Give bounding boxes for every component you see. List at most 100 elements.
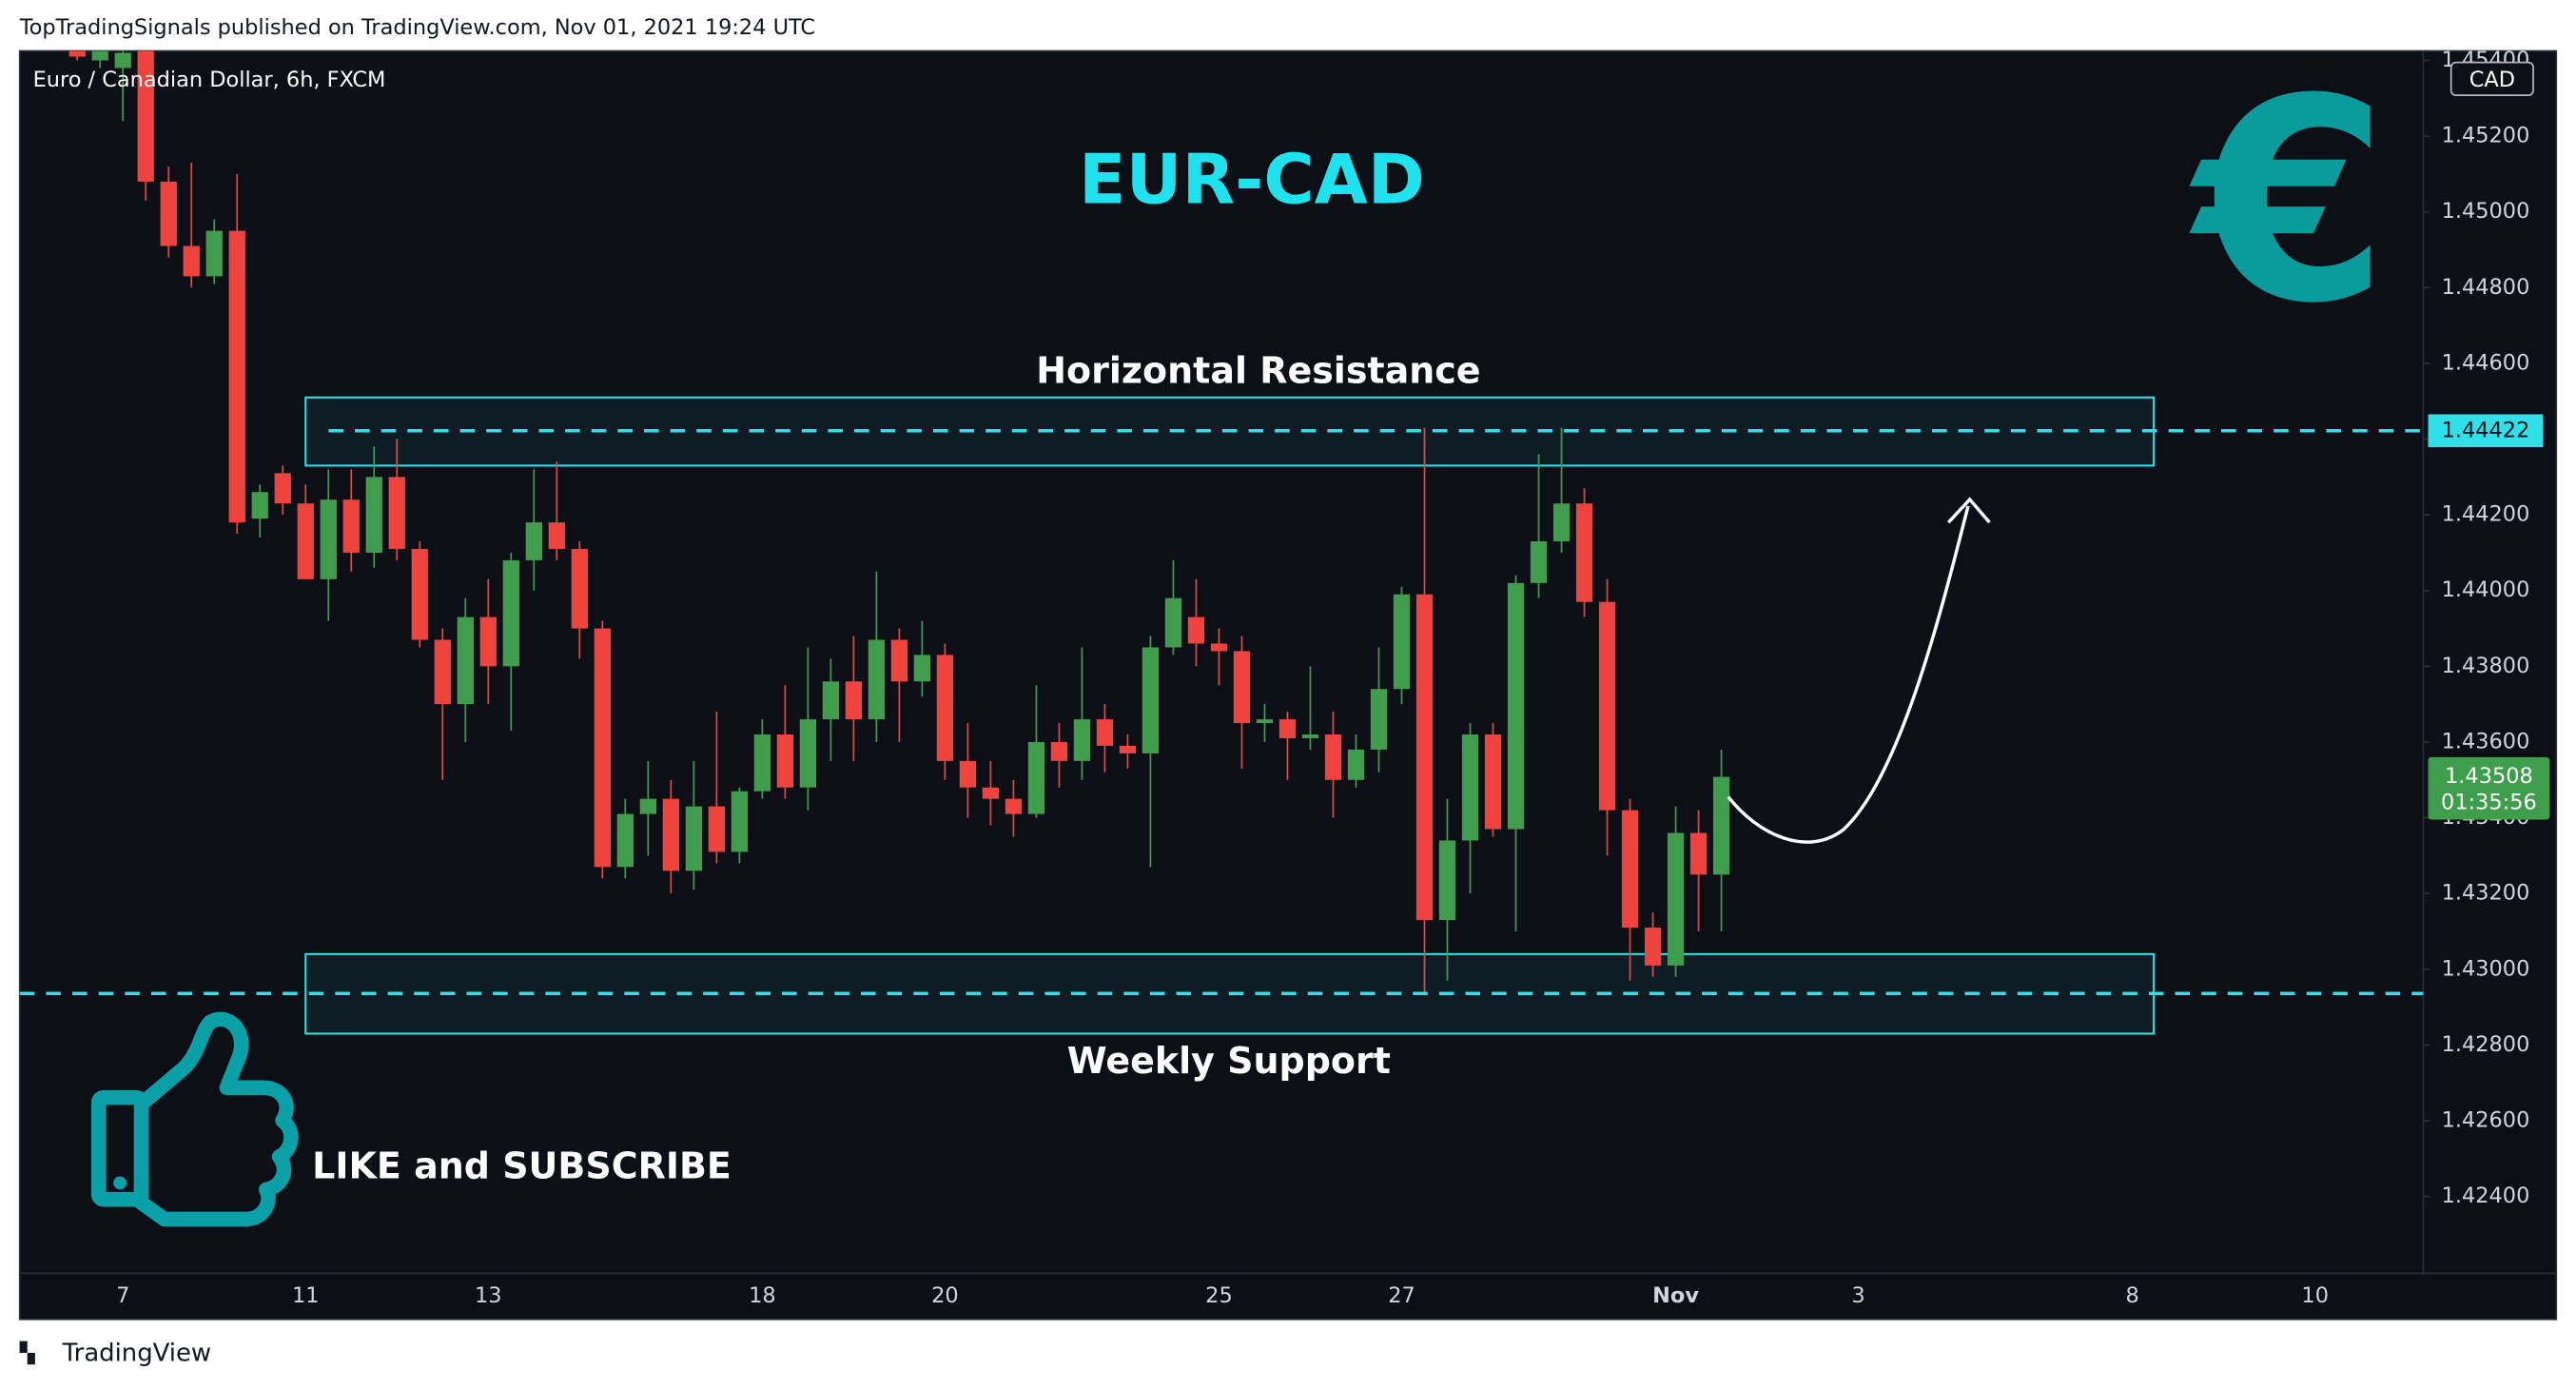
x-tick-label: 3 xyxy=(1851,1283,1864,1308)
candle-body xyxy=(616,813,634,868)
countdown-label: 01:35:56 xyxy=(2441,791,2537,815)
y-tick-label: 1.45000 xyxy=(2442,199,2530,224)
candle-body xyxy=(1027,741,1045,814)
y-tick-label: 1.43800 xyxy=(2442,654,2530,678)
candle-body xyxy=(548,522,565,549)
y-tick-label: 1.43600 xyxy=(2442,729,2530,753)
currency-badge xyxy=(2449,61,2534,97)
candle-body xyxy=(1575,503,1593,602)
candle-body xyxy=(890,639,908,682)
candles xyxy=(68,50,1730,992)
candle-body xyxy=(822,681,840,720)
candle-body xyxy=(1393,594,1411,690)
x-tick-label: 13 xyxy=(475,1283,502,1308)
x-tick-label: 25 xyxy=(1205,1283,1233,1308)
candle-body xyxy=(365,477,382,553)
euro-icon: € xyxy=(2186,39,2389,364)
x-tick-label: 7 xyxy=(116,1283,129,1308)
candle-body xyxy=(1324,734,1342,780)
candle-body xyxy=(1005,798,1023,814)
y-tick-label: 1.44600 xyxy=(2442,350,2530,375)
candle-body xyxy=(1278,719,1297,738)
candle-body xyxy=(1438,840,1456,921)
candle-body xyxy=(1712,776,1730,875)
y-tick-label: 1.42400 xyxy=(2442,1184,2530,1208)
candle-body xyxy=(1530,540,1548,583)
candle-body xyxy=(959,760,977,788)
y-tick-label: 1.43000 xyxy=(2442,956,2530,981)
candle-body xyxy=(1370,689,1388,750)
candle-body xyxy=(297,503,314,579)
candle-body xyxy=(1096,719,1114,746)
candle-body xyxy=(342,499,360,553)
candle-body xyxy=(571,548,588,629)
candle-body xyxy=(205,230,223,277)
candle-body xyxy=(228,230,245,523)
candle-body xyxy=(411,548,428,640)
currency-label: CAD xyxy=(2469,68,2515,92)
x-tick-label: 18 xyxy=(749,1283,776,1308)
candle-body xyxy=(1484,734,1502,830)
thumb-hand xyxy=(133,1011,299,1227)
call-to-action: LIKE and SUBSCRIBE xyxy=(312,1144,732,1186)
candle-body xyxy=(799,719,817,788)
candle-body xyxy=(525,522,542,560)
candle-body xyxy=(1552,503,1571,541)
tv-logo: ▚ xyxy=(19,1340,36,1365)
candle-body xyxy=(502,559,519,667)
candle-body xyxy=(274,473,291,504)
y-tick-label: 1.42800 xyxy=(2442,1032,2530,1057)
zone-label: Horizontal Resistance xyxy=(1036,349,1480,391)
candle-body xyxy=(1210,643,1228,652)
candle-body xyxy=(1164,597,1182,648)
last-price-label: 1.43508 xyxy=(2445,764,2533,789)
candle-body xyxy=(68,50,86,57)
candle-body xyxy=(434,639,451,705)
last-price-tag xyxy=(2428,756,2550,820)
candle-body xyxy=(114,52,131,68)
footer-brand: TradingView xyxy=(62,1340,211,1368)
y-tick-label: 1.44200 xyxy=(2442,502,2530,527)
candle-body xyxy=(1507,582,1525,830)
y-tick-label: 1.44800 xyxy=(2442,275,2530,300)
x-tick-label: 20 xyxy=(931,1283,959,1308)
candle-body xyxy=(1461,734,1479,841)
resistance-tag-label: 1.44422 xyxy=(2442,418,2530,442)
candle-body xyxy=(388,477,405,549)
candle-body xyxy=(1667,832,1685,966)
candle-body xyxy=(160,181,177,246)
candle-body xyxy=(457,616,474,705)
x-tick-label: 11 xyxy=(292,1283,320,1308)
candle-body xyxy=(479,616,497,667)
candle-body xyxy=(1050,741,1068,761)
candle-body xyxy=(1415,594,1434,921)
candle-body xyxy=(685,806,702,871)
y-tick-label: 1.43200 xyxy=(2442,881,2530,906)
x-tick-label: 10 xyxy=(2301,1283,2329,1308)
x-tick-label: 8 xyxy=(2126,1283,2139,1308)
candle-body xyxy=(639,798,656,814)
candle-body xyxy=(91,50,108,61)
arrow-curve xyxy=(1727,505,1970,844)
candle-body xyxy=(1621,810,1639,929)
publish-info: TopTradingSignals published on TradingVi… xyxy=(19,15,815,40)
candle-body xyxy=(1256,719,1274,724)
arrow-head xyxy=(1946,497,1991,524)
candle-body xyxy=(1644,928,1662,966)
candle-body xyxy=(868,639,886,720)
candle-body xyxy=(320,499,337,579)
chart-pane xyxy=(18,49,2558,1321)
resistance-tag xyxy=(2428,414,2544,448)
candle-body xyxy=(1073,719,1091,761)
thumbs-up-icon xyxy=(90,1011,299,1227)
candle-body xyxy=(137,50,154,182)
candle-body xyxy=(1598,601,1616,811)
candle-body xyxy=(1119,745,1137,753)
zones: Horizontal Resistance Weekly Support xyxy=(19,349,2424,1082)
candle-body xyxy=(1301,734,1319,738)
candle-body xyxy=(1347,749,1365,780)
candle-body xyxy=(936,655,954,761)
x-tick-label: Nov xyxy=(1652,1283,1699,1308)
